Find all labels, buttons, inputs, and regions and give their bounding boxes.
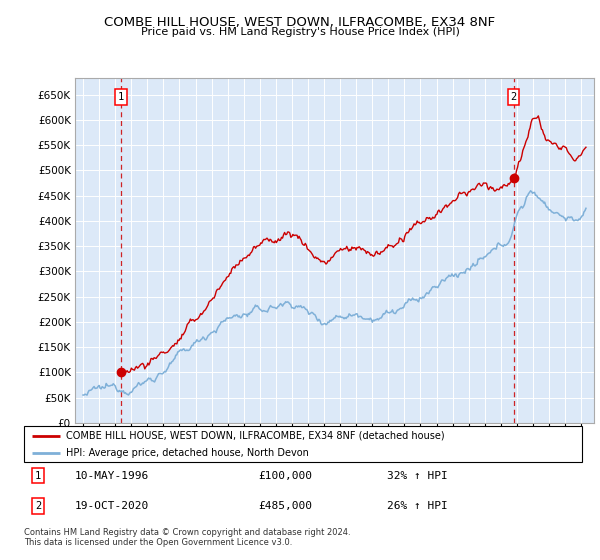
Text: 19-OCT-2020: 19-OCT-2020 [74, 501, 148, 511]
Text: Contains HM Land Registry data © Crown copyright and database right 2024.
This d: Contains HM Land Registry data © Crown c… [24, 528, 350, 547]
Text: 1: 1 [35, 470, 41, 480]
Text: HPI: Average price, detached house, North Devon: HPI: Average price, detached house, Nort… [66, 448, 309, 458]
Text: 1: 1 [118, 92, 124, 102]
Text: 32% ↑ HPI: 32% ↑ HPI [387, 470, 448, 480]
Text: 26% ↑ HPI: 26% ↑ HPI [387, 501, 448, 511]
Text: 2: 2 [35, 501, 41, 511]
FancyBboxPatch shape [24, 426, 582, 462]
Text: 2: 2 [511, 92, 517, 102]
Text: COMBE HILL HOUSE, WEST DOWN, ILFRACOMBE, EX34 8NF (detached house): COMBE HILL HOUSE, WEST DOWN, ILFRACOMBE,… [66, 431, 445, 441]
Text: £485,000: £485,000 [259, 501, 313, 511]
Text: COMBE HILL HOUSE, WEST DOWN, ILFRACOMBE, EX34 8NF: COMBE HILL HOUSE, WEST DOWN, ILFRACOMBE,… [104, 16, 496, 29]
Text: £100,000: £100,000 [259, 470, 313, 480]
Text: 10-MAY-1996: 10-MAY-1996 [74, 470, 148, 480]
Text: Price paid vs. HM Land Registry's House Price Index (HPI): Price paid vs. HM Land Registry's House … [140, 27, 460, 37]
